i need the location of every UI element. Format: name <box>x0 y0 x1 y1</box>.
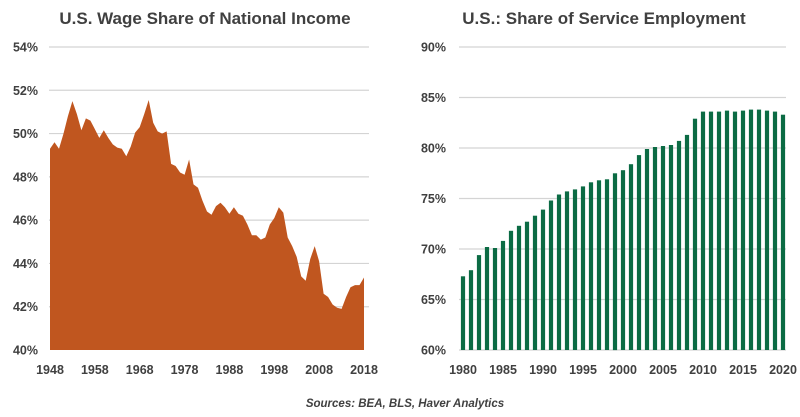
wage-share-y-axis: 40% 42% 44% 46% 48% 50% 52% 54% <box>13 41 38 358</box>
bar-1999 <box>612 173 618 351</box>
bar-1990 <box>540 209 546 350</box>
bar-1994 <box>572 189 578 350</box>
bar-1998 <box>604 179 610 350</box>
y-tick-label: 60% <box>421 344 446 358</box>
x-tick-label: 2008 <box>305 363 333 377</box>
bar-2010 <box>700 111 706 350</box>
y-tick-label: 54% <box>13 41 38 55</box>
y-tick-label: 65% <box>421 293 446 307</box>
x-tick-label: 2010 <box>689 363 717 377</box>
x-tick-label: 2020 <box>769 363 797 377</box>
y-tick-label: 80% <box>421 142 446 156</box>
y-tick-label: 50% <box>13 127 38 141</box>
x-tick-label: 1988 <box>216 363 244 377</box>
bar-2014 <box>732 111 738 350</box>
x-tick-label: 1998 <box>260 363 288 377</box>
wage-share-x-axis: 1948 1958 1968 1978 1988 1998 2008 2018 <box>36 363 378 377</box>
bar-1983 <box>484 247 490 350</box>
bar-1997 <box>596 180 602 350</box>
wage-share-chart: U.S. Wage Share of National Income 40% 42… <box>13 9 378 377</box>
y-tick-label: 75% <box>421 192 446 206</box>
bar-2002 <box>636 155 642 350</box>
bar-2000 <box>620 170 626 350</box>
wage-share-area <box>50 100 364 350</box>
bar-1986 <box>508 230 514 350</box>
bar-2005 <box>660 146 666 350</box>
bar-1985 <box>500 240 506 350</box>
y-tick-label: 46% <box>13 214 38 228</box>
x-tick-label: 1980 <box>449 363 477 377</box>
x-tick-label: 1995 <box>569 363 597 377</box>
bar-1989 <box>532 215 538 350</box>
bar-2011 <box>708 111 714 350</box>
x-tick-label: 1948 <box>36 363 64 377</box>
y-tick-label: 70% <box>421 243 446 257</box>
bar-1988 <box>524 221 530 350</box>
service-employment-x-axis: 1980 1985 1990 1995 2000 2005 2010 2015 2020 <box>449 363 797 377</box>
y-tick-label: 90% <box>421 41 446 55</box>
service-employment-y-axis: 60% 65% 70% 75% 80% 85% 90% <box>421 41 446 358</box>
x-tick-label: 1990 <box>529 363 557 377</box>
y-tick-label: 85% <box>421 91 446 105</box>
x-tick-label: 2000 <box>609 363 637 377</box>
service-employment-title: U.S.: Share of Service Employment <box>462 9 746 28</box>
bar-2017 <box>756 109 762 350</box>
bar-1993 <box>564 191 570 350</box>
x-tick-label: 2015 <box>729 363 757 377</box>
x-tick-label: 1978 <box>171 363 199 377</box>
bar-2015 <box>740 110 746 350</box>
service-employment-chart: U.S.: Share of Service Employment 60% 65%… <box>421 9 797 377</box>
wage-share-title: U.S. Wage Share of National Income <box>59 9 350 28</box>
bar-2018 <box>764 110 770 350</box>
bar-2007 <box>676 140 682 350</box>
service-employment-bars <box>460 109 786 351</box>
bar-1984 <box>492 248 498 350</box>
x-tick-label: 1985 <box>489 363 517 377</box>
bar-1992 <box>556 194 562 350</box>
x-tick-label: 2018 <box>350 363 378 377</box>
bar-1996 <box>588 182 594 350</box>
y-tick-label: 48% <box>13 170 38 184</box>
bar-2016 <box>748 109 754 350</box>
y-tick-label: 52% <box>13 84 38 98</box>
x-tick-label: 1968 <box>126 363 154 377</box>
bar-2020 <box>780 114 786 350</box>
bar-2009 <box>692 118 698 350</box>
source-note: Sources: BEA, BLS, Haver Analytics <box>306 398 504 410</box>
y-tick-label: 44% <box>13 257 38 271</box>
bar-2003 <box>644 149 650 350</box>
y-tick-label: 40% <box>13 344 38 358</box>
bar-2001 <box>628 164 634 350</box>
x-tick-label: 1958 <box>81 363 109 377</box>
bar-2013 <box>724 110 730 350</box>
bar-1991 <box>548 200 554 350</box>
bar-1980 <box>460 276 466 350</box>
bar-2008 <box>684 134 690 350</box>
x-tick-label: 2005 <box>649 363 677 377</box>
bar-2004 <box>652 147 658 350</box>
bar-1987 <box>516 225 522 350</box>
bar-2012 <box>716 111 722 350</box>
bar-1981 <box>468 270 474 350</box>
bar-1982 <box>476 255 482 350</box>
y-tick-label: 42% <box>13 300 38 314</box>
bar-2006 <box>668 145 674 350</box>
bar-2019 <box>772 111 778 350</box>
bar-1995 <box>580 186 586 350</box>
